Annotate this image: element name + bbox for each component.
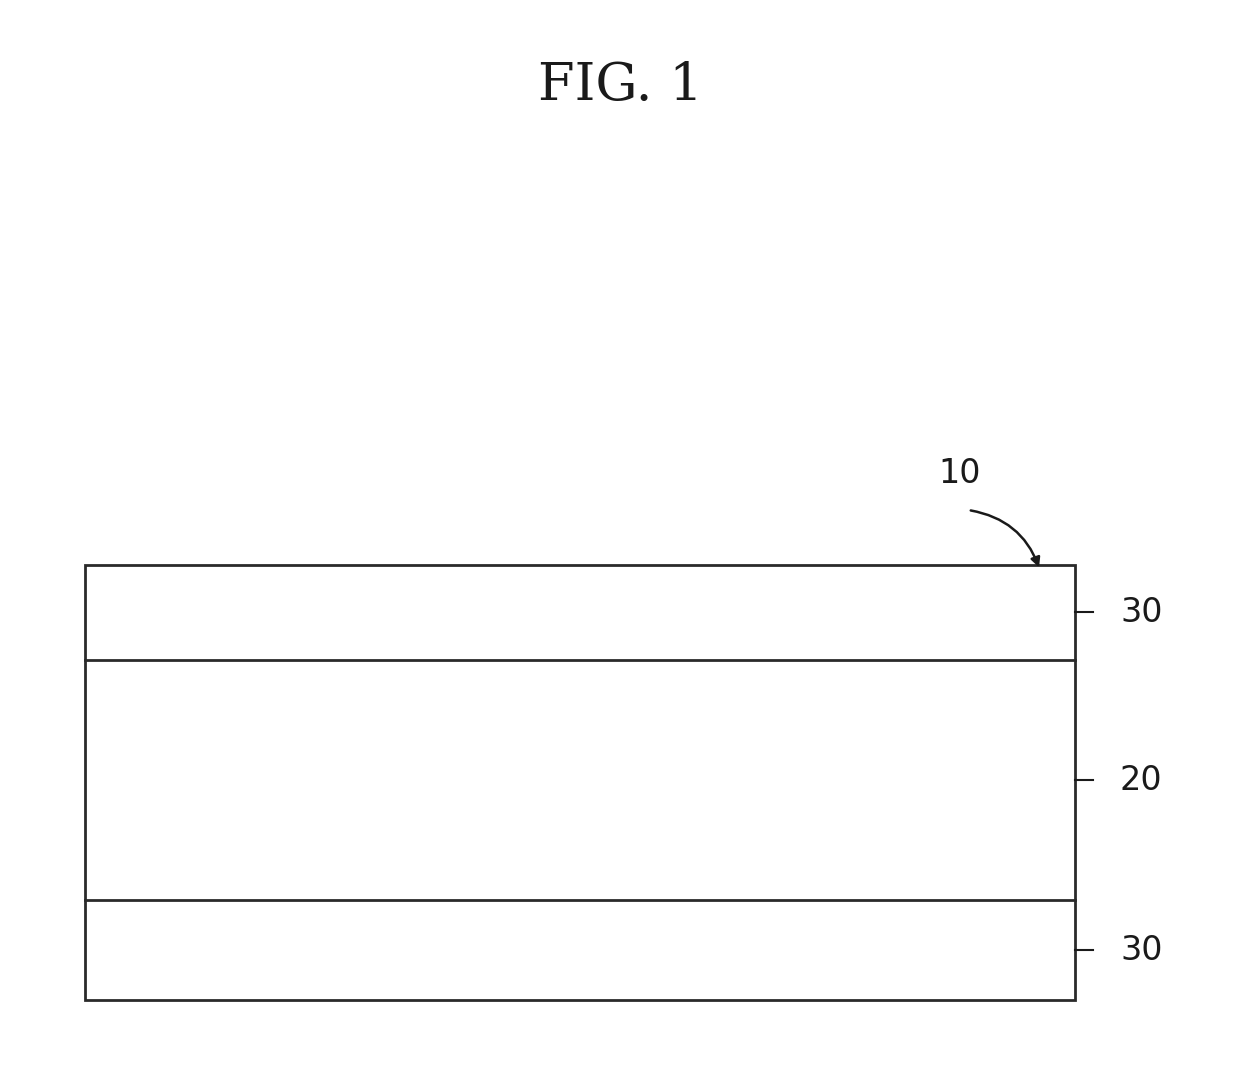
Text: 30: 30 (1120, 934, 1163, 967)
Text: 20: 20 (1120, 763, 1163, 796)
Bar (86, 565, 1075, 1000)
Text: 30: 30 (1120, 596, 1163, 628)
Text: FIG. 1: FIG. 1 (538, 60, 702, 111)
Text: 10: 10 (939, 457, 981, 490)
